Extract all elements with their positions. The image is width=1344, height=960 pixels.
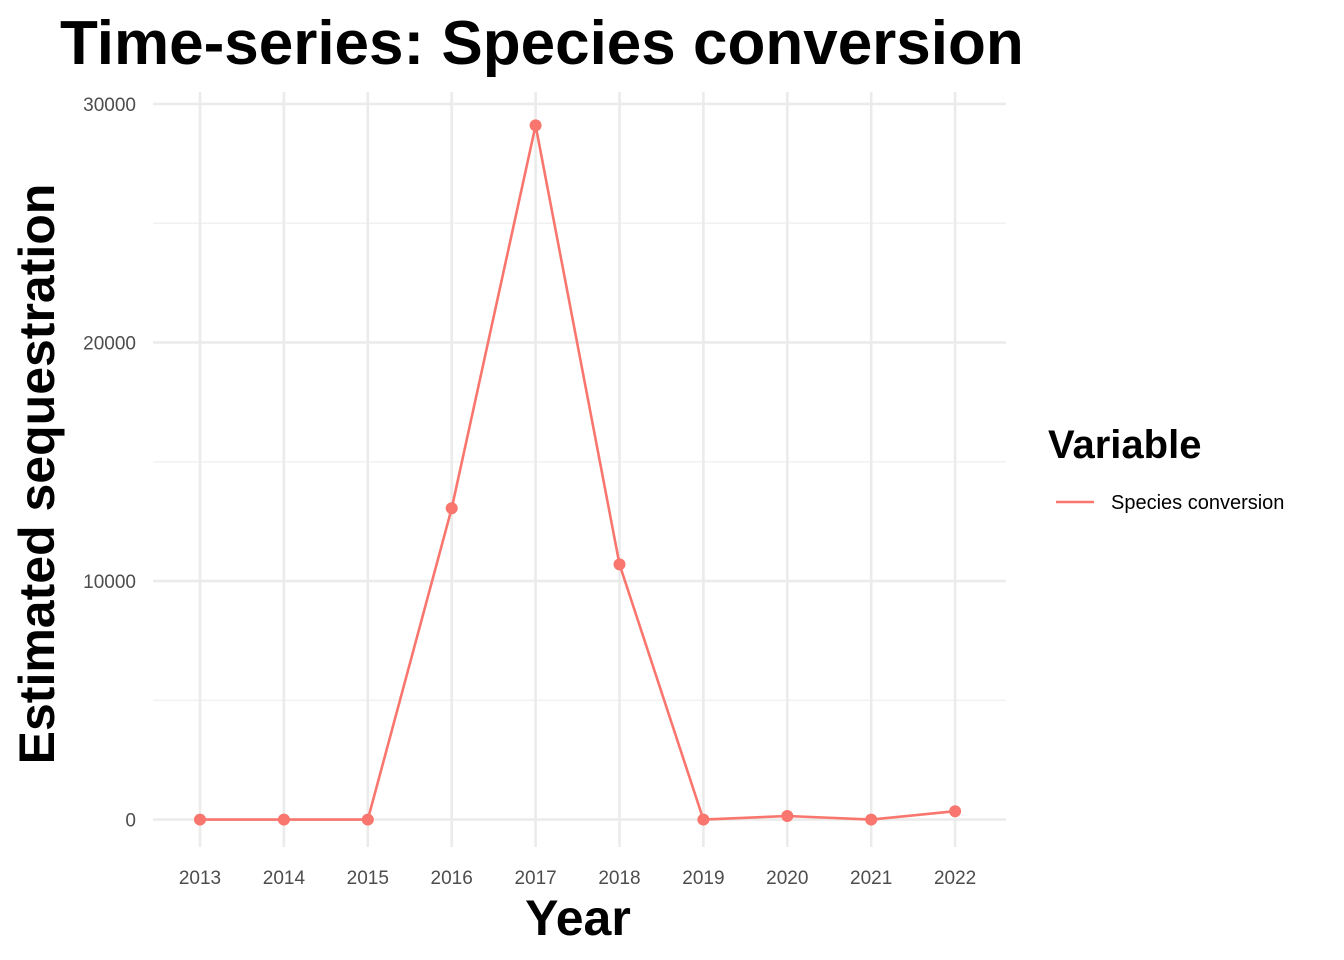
x-tick-label: 2022 xyxy=(934,868,976,889)
legend-title: Variable xyxy=(1048,423,1201,467)
x-tick-label: 2021 xyxy=(850,868,892,889)
minor-gridlines xyxy=(153,222,1006,702)
y-axis-title: Estimated sequestration xyxy=(9,184,65,765)
x-tick-label: 2019 xyxy=(682,868,724,889)
y-axis-tick-labels: 0 10000 20000 30000 xyxy=(83,95,136,832)
data-point xyxy=(277,813,290,826)
y-tick-label: 0 xyxy=(125,811,136,832)
data-point xyxy=(529,119,542,132)
y-tick-label: 20000 xyxy=(83,333,136,354)
data-point xyxy=(949,805,962,818)
data-point xyxy=(613,558,626,571)
data-point xyxy=(697,813,710,826)
x-tick-label: 2014 xyxy=(263,868,306,889)
x-tick-label: 2018 xyxy=(598,868,640,889)
y-tick-label: 10000 xyxy=(83,572,136,593)
x-tick-label: 2013 xyxy=(179,868,221,889)
x-axis-title: Year xyxy=(525,890,631,946)
legend-label-species-conversion: Species conversion xyxy=(1111,492,1284,514)
x-tick-label: 2020 xyxy=(766,868,808,889)
x-tick-label: 2016 xyxy=(431,868,473,889)
data-point xyxy=(194,813,206,826)
series-layer xyxy=(194,119,962,826)
data-point xyxy=(781,809,794,822)
x-tick-label: 2015 xyxy=(347,868,389,889)
series-line-species-conversion xyxy=(200,124,956,821)
chart-title: Time-series: Species conversion xyxy=(60,9,1024,78)
x-axis-tick-labels: 2013 2014 2015 2016 2017 2018 2019 2020 2021 2022 xyxy=(179,868,976,889)
data-point xyxy=(361,813,374,826)
major-gridlines-x xyxy=(198,92,957,847)
data-point xyxy=(865,813,878,826)
legend: Variable Species conversion xyxy=(1048,423,1284,514)
data-point xyxy=(445,502,458,515)
x-tick-label: 2017 xyxy=(514,868,556,889)
y-tick-label: 30000 xyxy=(83,95,136,116)
